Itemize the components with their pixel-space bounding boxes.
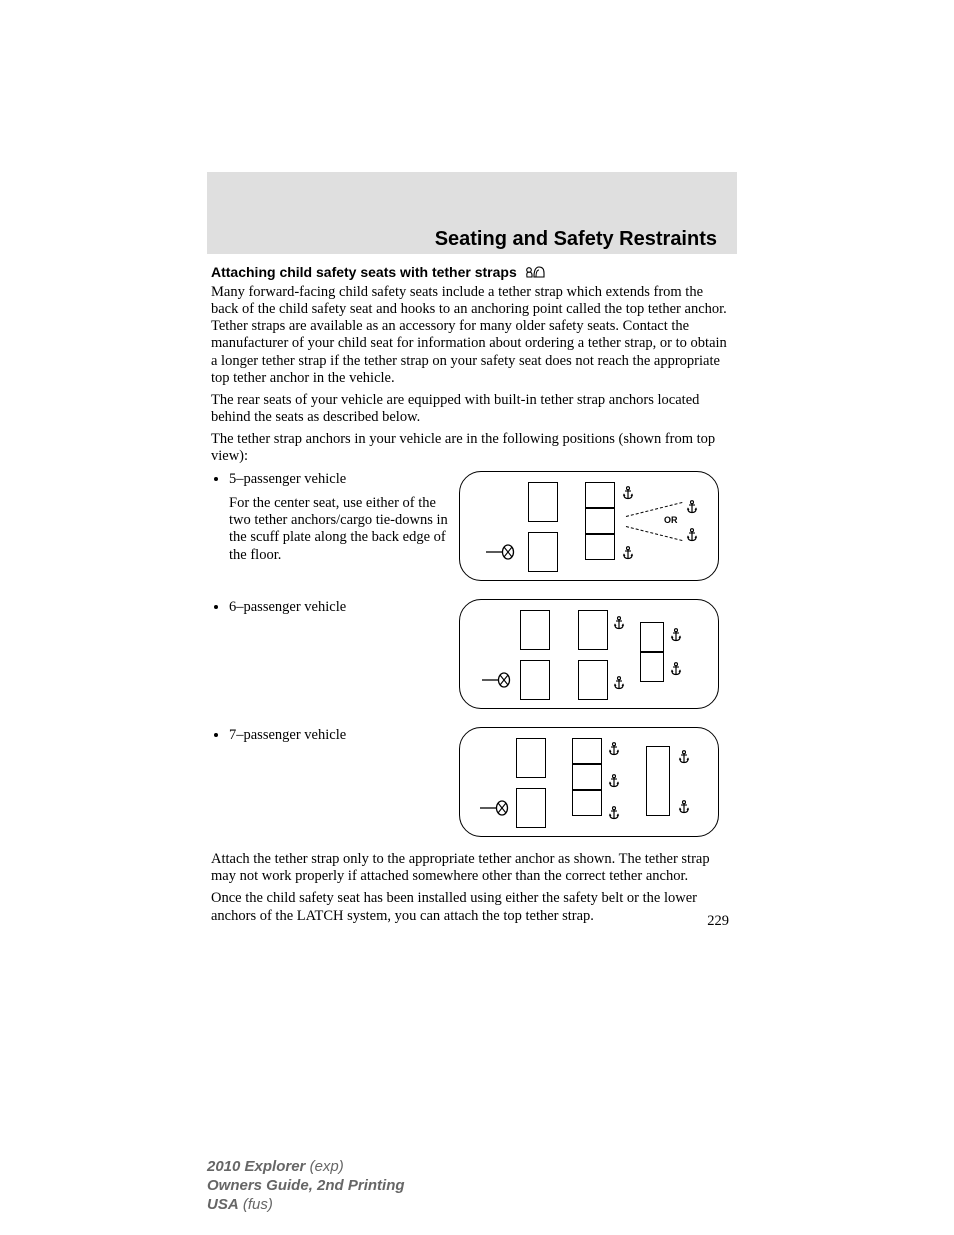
tether-anchor-icon <box>608 774 620 791</box>
dashed-line <box>626 526 683 541</box>
subheading: Attaching child safety seats with tether… <box>211 264 517 281</box>
tether-anchor-icon <box>613 616 625 633</box>
tether-anchor-icon <box>686 500 698 517</box>
page-content: Attaching child safety seats with tether… <box>211 264 733 930</box>
seat-rect <box>572 738 602 764</box>
paragraph-2: The rear seats of your vehicle are equip… <box>211 392 733 426</box>
bullet-text-5pass: 5–passenger vehicle For the center seat,… <box>211 471 459 564</box>
bullet-row-7pass: 7–passenger vehicle <box>211 727 733 837</box>
tether-anchor-icon <box>670 628 682 645</box>
tether-anchor-icon <box>686 528 698 545</box>
bullet-text-7pass: 7–passenger vehicle <box>211 727 459 750</box>
footer-line-2: Owners Guide, 2nd Printing <box>207 1177 405 1196</box>
tether-anchor-icon <box>622 546 634 563</box>
seat-rect <box>572 764 602 790</box>
footer-line-3: USA (fus) <box>207 1196 405 1215</box>
seat-rect <box>516 738 546 778</box>
bullet-3-title: 7–passenger vehicle <box>229 727 449 744</box>
bullet-row-5pass: 5–passenger vehicle For the center seat,… <box>211 471 733 581</box>
seat-rect <box>520 610 550 650</box>
tether-anchor-icon <box>613 676 625 693</box>
tether-anchor-icon <box>608 742 620 759</box>
seat-rect <box>528 532 558 572</box>
seat-rect <box>528 482 558 522</box>
bullet-text-6pass: 6–passenger vehicle <box>211 599 459 622</box>
seat-rect <box>585 482 615 508</box>
seat-rect <box>640 622 664 652</box>
seat-rect <box>640 652 664 682</box>
tether-anchor-icon <box>678 750 690 767</box>
steering-wheel-icon <box>486 544 516 565</box>
section-title: Seating and Safety Restraints <box>435 228 717 251</box>
bullet-1-title: 5–passenger vehicle <box>229 471 449 488</box>
footer: 2010 Explorer (exp) Owners Guide, 2nd Pr… <box>207 1158 405 1214</box>
footer-line-1: 2010 Explorer (exp) <box>207 1158 405 1177</box>
page-number: 229 <box>707 913 729 930</box>
diagram-7-passenger <box>459 727 719 837</box>
paragraph-5: Once the child safety seat has been inst… <box>211 890 733 924</box>
manual-page: Seating and Safety Restraints Attaching … <box>207 172 737 1092</box>
diagram-6-passenger <box>459 599 719 709</box>
tether-anchor-icon <box>678 800 690 817</box>
bullet-2-title: 6–passenger vehicle <box>229 599 449 616</box>
seat-rect <box>578 610 608 650</box>
diagram-5-passenger: OR <box>459 471 719 581</box>
paragraph-4: Attach the tether strap only to the appr… <box>211 851 733 885</box>
bullet-1-body: For the center seat, use either of the t… <box>229 495 449 565</box>
seat-rect <box>578 660 608 700</box>
seat-rect <box>572 790 602 816</box>
seat-rect <box>520 660 550 700</box>
or-label: OR <box>664 515 678 526</box>
steering-wheel-icon <box>482 672 512 693</box>
subheading-row: Attaching child safety seats with tether… <box>211 264 733 284</box>
seat-rect <box>585 534 615 560</box>
tether-anchor-icon <box>670 662 682 679</box>
seat-rect <box>646 746 670 816</box>
seat-rect <box>585 508 615 534</box>
child-seat-icon <box>524 265 546 284</box>
bullet-row-6pass: 6–passenger vehicle <box>211 599 733 709</box>
steering-wheel-icon <box>480 800 510 821</box>
paragraph-1: Many forward-facing child safety seats i… <box>211 284 733 387</box>
tether-anchor-icon <box>622 486 634 503</box>
seat-rect <box>516 788 546 828</box>
paragraph-3: The tether strap anchors in your vehicle… <box>211 431 733 465</box>
tether-anchor-icon <box>608 806 620 823</box>
